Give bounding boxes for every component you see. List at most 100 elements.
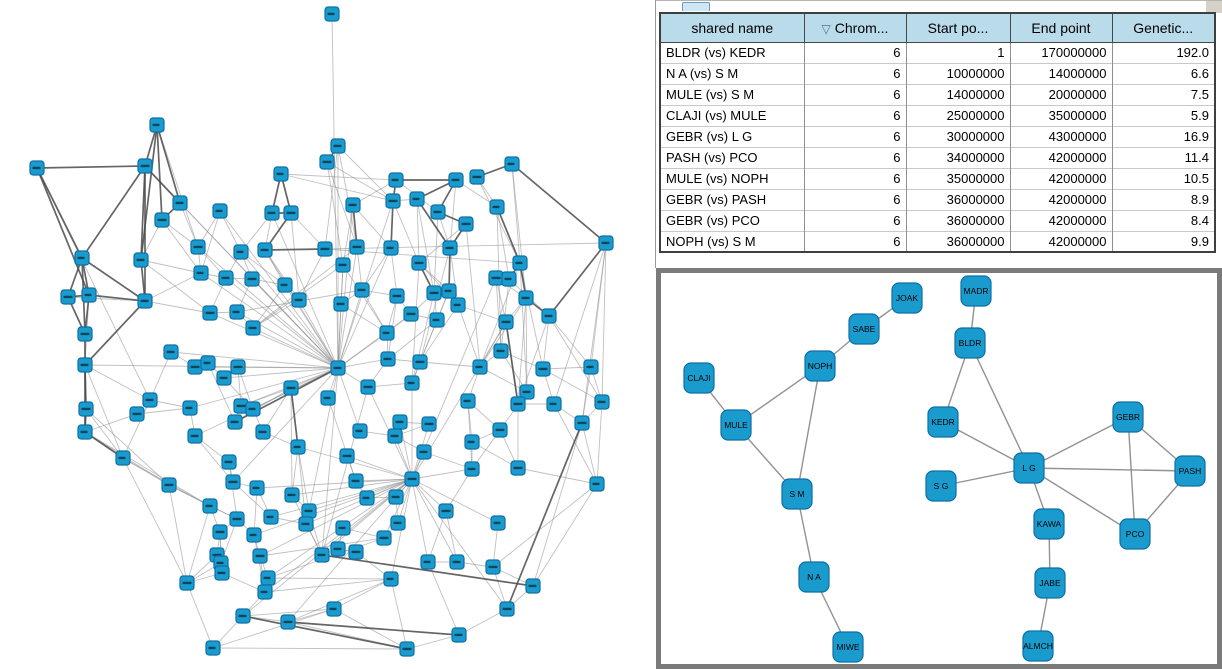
graph-node[interactable] <box>246 527 262 543</box>
table-row[interactable]: GEBR (vs) PCO 6 36000000 42000000 8.4 <box>659 209 1216 231</box>
graph-node[interactable] <box>488 270 504 286</box>
graph-node[interactable] <box>464 461 480 477</box>
table-row[interactable]: NOPH (vs) S M 6 36000000 42000000 9.9 <box>659 230 1216 252</box>
graph-node[interactable] <box>212 203 228 219</box>
graph-node[interactable] <box>249 480 265 496</box>
graph-node[interactable] <box>450 297 466 313</box>
table-row[interactable]: N A (vs) S M 6 10000000 14000000 6.6 <box>659 62 1216 84</box>
graph-node[interactable] <box>416 444 432 460</box>
graph-node[interactable] <box>326 601 342 617</box>
graph-node[interactable] <box>464 434 480 450</box>
table-row[interactable]: CLAJI (vs) MULE 6 25000000 35000000 5.9 <box>659 104 1216 126</box>
graph-node[interactable] <box>518 290 534 306</box>
graph-node[interactable] <box>498 314 514 330</box>
table-row[interactable]: MULE (vs) NOPH 6 35000000 42000000 10.5 <box>659 167 1216 189</box>
graph-node[interactable] <box>29 160 45 176</box>
graph-node[interactable] <box>190 239 206 255</box>
graph-node[interactable] <box>501 271 517 287</box>
graph-node[interactable] <box>255 424 271 440</box>
graph-node[interactable] <box>142 392 158 408</box>
overview-network-canvas[interactable] <box>0 0 655 669</box>
graph-node-BLDR[interactable]: BLDR <box>954 327 986 359</box>
detail-network-panel[interactable]: JOAK MADR SABE BLDR NOPH CLAJI MULE KEDR GEBR L G… <box>656 268 1222 669</box>
graph-node[interactable] <box>546 396 562 412</box>
graph-node[interactable] <box>510 460 526 476</box>
graph-node[interactable] <box>314 547 330 563</box>
filter-icon[interactable]: ▽ <box>821 21 831 36</box>
graph-node[interactable] <box>348 473 364 489</box>
graph-node[interactable] <box>200 355 216 371</box>
graph-node[interactable] <box>163 344 179 360</box>
overview-network-panel[interactable] <box>0 0 655 669</box>
graph-node[interactable] <box>493 343 509 359</box>
graph-node[interactable] <box>535 361 551 377</box>
graph-node[interactable] <box>298 516 314 532</box>
graph-node[interactable] <box>389 288 405 304</box>
graph-node[interactable] <box>129 406 145 422</box>
graph-node[interactable] <box>233 244 249 260</box>
table-row[interactable]: GEBR (vs) L G 6 30000000 43000000 16.9 <box>659 125 1216 147</box>
graph-node[interactable] <box>202 498 218 514</box>
graph-node[interactable] <box>187 428 203 444</box>
table-row[interactable]: GEBR (vs) PASH 6 36000000 42000000 8.9 <box>659 188 1216 210</box>
graph-node[interactable] <box>390 515 406 531</box>
graph-node[interactable] <box>583 359 599 375</box>
graph-node[interactable] <box>320 390 336 406</box>
graph-node[interactable] <box>284 487 300 503</box>
graph-node-GEBR[interactable]: GEBR <box>1112 401 1144 433</box>
graph-node[interactable] <box>182 400 198 416</box>
graph-node[interactable] <box>442 240 458 256</box>
graph-node[interactable] <box>574 415 590 431</box>
graph-node[interactable] <box>273 166 289 182</box>
graph-node[interactable] <box>137 293 153 309</box>
graph-node[interactable] <box>490 515 506 531</box>
graph-node[interactable] <box>460 393 476 409</box>
graph-node[interactable] <box>451 627 467 643</box>
graph-node[interactable] <box>235 608 251 624</box>
graph-node[interactable] <box>74 250 90 266</box>
graph-node-PASH[interactable]: PASH <box>1174 455 1206 487</box>
graph-node[interactable] <box>77 326 93 342</box>
graph-node[interactable] <box>510 396 526 412</box>
table-tab[interactable] <box>682 2 710 11</box>
graph-node[interactable] <box>348 544 364 560</box>
graph-node[interactable] <box>485 559 501 575</box>
graph-node[interactable] <box>277 277 293 293</box>
graph-node[interactable] <box>115 450 131 466</box>
graph-node[interactable] <box>504 156 520 172</box>
graph-node[interactable] <box>512 255 528 271</box>
graph-node-NOPH[interactable]: NOPH <box>804 350 836 382</box>
graph-node[interactable] <box>193 265 209 281</box>
graph-node[interactable] <box>430 204 446 220</box>
graph-node[interactable] <box>216 370 232 386</box>
graph-node[interactable] <box>385 193 401 209</box>
graph-node[interactable] <box>541 308 557 324</box>
graph-node[interactable] <box>291 292 307 308</box>
graph-node-PCO[interactable]: PCO <box>1119 518 1151 550</box>
column-header-genetic---[interactable]: Genetic... <box>1111 12 1216 43</box>
graph-node[interactable] <box>264 205 280 221</box>
graph-node-MIWE[interactable]: MIWE <box>832 631 864 663</box>
graph-node[interactable] <box>229 304 245 320</box>
graph-node[interactable] <box>179 575 195 591</box>
graph-node[interactable] <box>330 360 346 376</box>
graph-node[interactable] <box>448 172 464 188</box>
graph-node[interactable] <box>380 351 396 367</box>
graph-node[interactable] <box>441 283 457 299</box>
graph-node-JOAK[interactable]: JOAK <box>891 282 923 314</box>
graph-node-KAWA[interactable]: KAWA <box>1033 508 1065 540</box>
table-row[interactable]: PASH (vs) PCO 6 34000000 42000000 11.4 <box>659 146 1216 168</box>
graph-node[interactable] <box>149 117 165 133</box>
graph-node[interactable] <box>525 578 541 594</box>
graph-node[interactable] <box>227 414 243 430</box>
graph-node[interactable] <box>324 6 340 22</box>
graph-node[interactable] <box>221 454 237 470</box>
graph-node[interactable] <box>449 554 465 570</box>
graph-node[interactable] <box>589 476 605 492</box>
graph-node[interactable] <box>492 422 508 438</box>
graph-node-CLAJI[interactable]: CLAJI <box>683 362 715 394</box>
graph-node[interactable] <box>244 271 260 287</box>
graph-node[interactable] <box>399 641 415 657</box>
graph-node[interactable] <box>78 401 94 417</box>
graph-node[interactable] <box>319 154 335 170</box>
